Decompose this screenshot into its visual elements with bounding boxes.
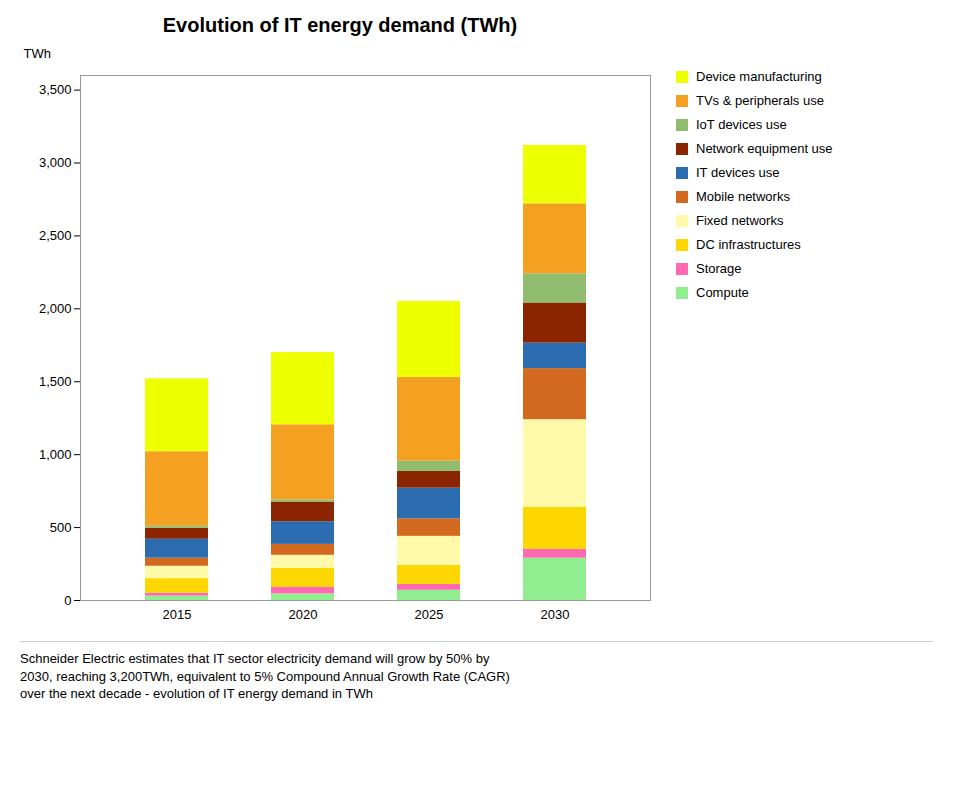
svg-text:2030: 2030 <box>541 607 570 622</box>
svg-text:3,500: 3,500 <box>39 82 72 97</box>
html-text:Device manufacturing: Device manufacturing <box>696 69 822 84</box>
html-text:Compute: Compute <box>696 285 749 300</box>
html-text:IoT devices use: IoT devices use <box>696 117 787 132</box>
html-text:Mobile networks: Mobile networks <box>696 189 790 204</box>
html-text:Network equipment use: Network equipment use <box>696 141 833 156</box>
svg-text:3,000: 3,000 <box>39 155 72 170</box>
svg-text:500: 500 <box>50 520 72 535</box>
svg-text:1,500: 1,500 <box>39 374 72 389</box>
svg-text:2015: 2015 <box>163 607 192 622</box>
html-text:Fixed networks: Fixed networks <box>696 213 784 228</box>
html-text:TVs & peripherals use: TVs & peripherals use <box>696 93 824 108</box>
html-text:Schneider Electric estimates t: Schneider Electric estimates that IT sec… <box>20 651 510 702</box>
svg-text:2,500: 2,500 <box>39 228 72 243</box>
svg-text:2020: 2020 <box>289 607 318 622</box>
svg-text:2,000: 2,000 <box>39 301 72 316</box>
html-text:Storage: Storage <box>696 261 742 276</box>
html-text:IT devices use: IT devices use <box>696 165 780 180</box>
svg-text:2025: 2025 <box>415 607 444 622</box>
svg-text:1,000: 1,000 <box>39 447 72 462</box>
html-text:DC infrastructures: DC infrastructures <box>696 237 801 252</box>
svg-text:TWh: TWh <box>24 46 51 61</box>
html-text:Evolution of IT energy demand: Evolution of IT energy demand (TWh) <box>162 14 518 36</box>
svg-text:0: 0 <box>64 593 71 608</box>
